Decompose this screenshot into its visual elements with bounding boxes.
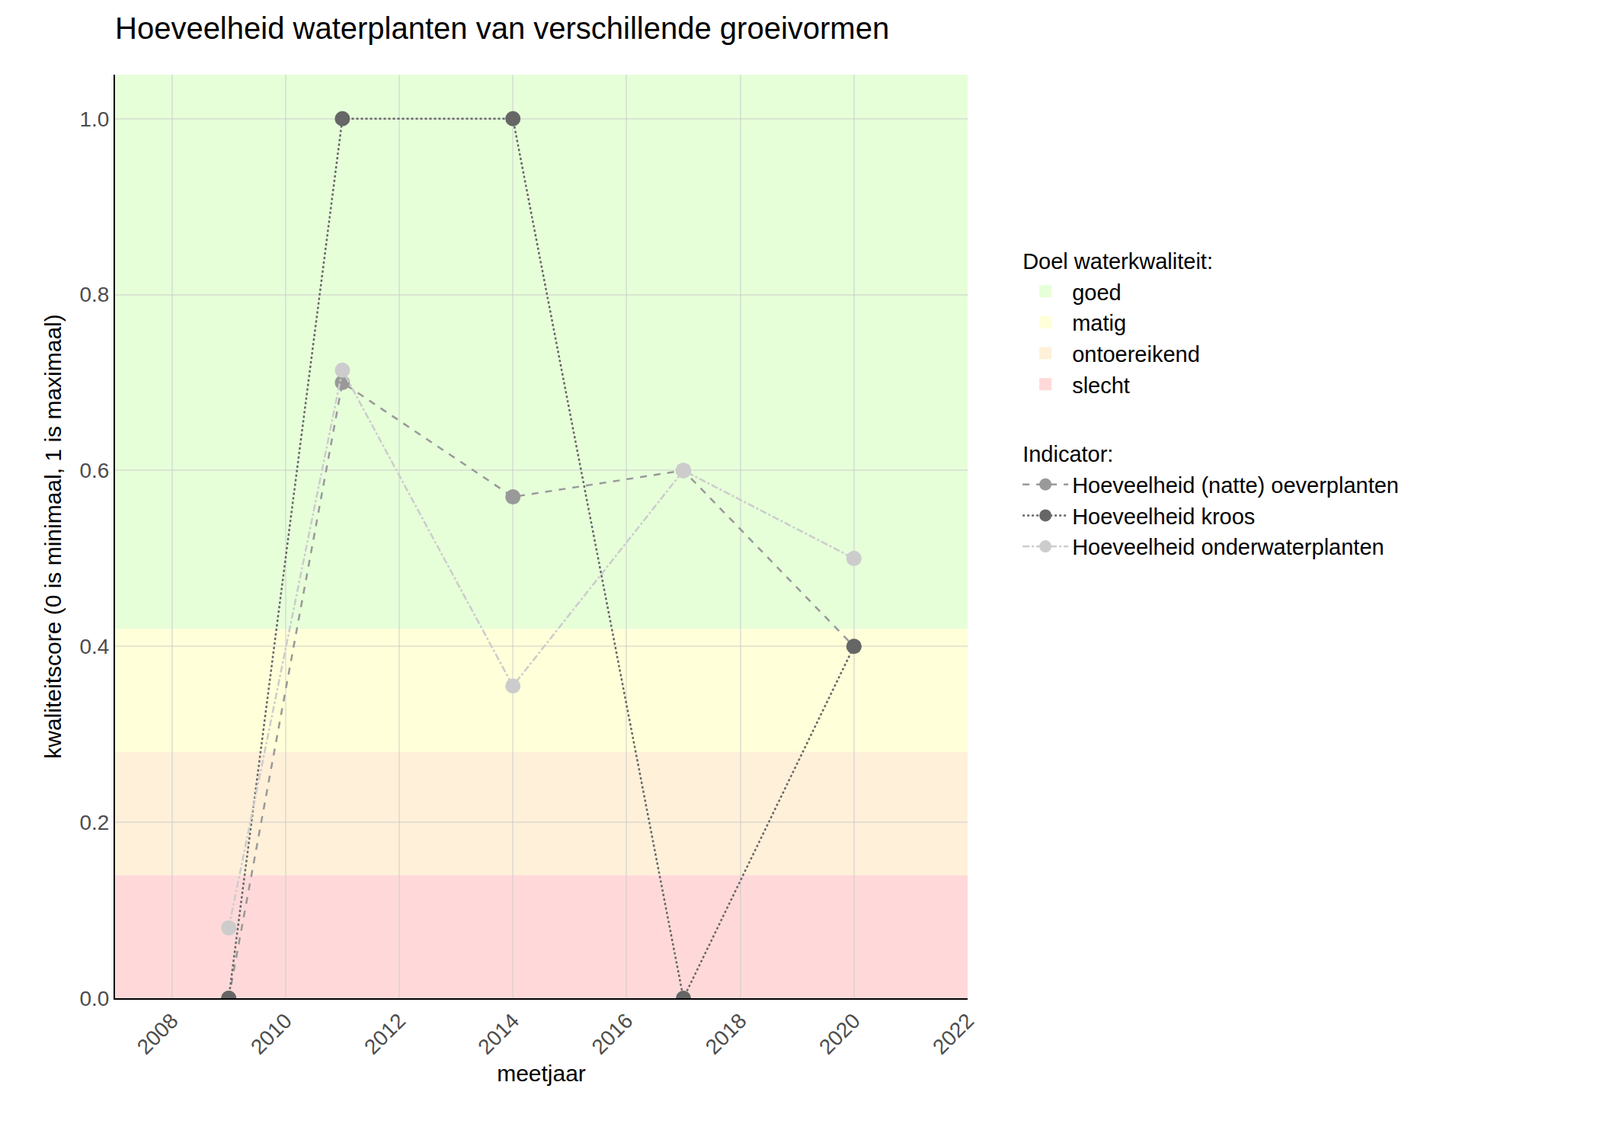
- svg-text:0.8: 0.8: [79, 282, 109, 307]
- svg-text:2018: 2018: [700, 1008, 752, 1060]
- svg-text:0.4: 0.4: [79, 634, 109, 659]
- svg-text:2014: 2014: [473, 1008, 524, 1060]
- svg-text:2016: 2016: [587, 1008, 638, 1060]
- svg-text:0.6: 0.6: [79, 458, 109, 483]
- svg-text:1.0: 1.0: [79, 107, 109, 132]
- svg-text:Doel waterkwaliteit:: Doel waterkwaliteit:: [1022, 249, 1213, 274]
- svg-text:Hoeveelheid onderwaterplanten: Hoeveelheid onderwaterplanten: [1072, 534, 1385, 560]
- svg-text:Hoeveelheid waterplanten van v: Hoeveelheid waterplanten van verschillen…: [115, 11, 890, 45]
- svg-text:meetjaar: meetjaar: [496, 1060, 586, 1086]
- svg-text:ontoereikend: ontoereikend: [1072, 342, 1200, 367]
- svg-text:Hoeveelheid kroos: Hoeveelheid kroos: [1072, 504, 1255, 529]
- svg-text:0.2: 0.2: [79, 810, 109, 835]
- svg-text:goed: goed: [1072, 280, 1122, 305]
- svg-text:2008: 2008: [132, 1008, 183, 1060]
- svg-text:Hoeveelheid (natte) oeverplant: Hoeveelheid (natte) oeverplanten: [1072, 473, 1399, 498]
- svg-text:Indicator:: Indicator:: [1022, 441, 1114, 467]
- svg-text:slecht: slecht: [1072, 373, 1130, 398]
- svg-text:2020: 2020: [814, 1008, 865, 1060]
- svg-text:2010: 2010: [246, 1008, 297, 1060]
- svg-text:matig: matig: [1072, 310, 1127, 336]
- svg-text:2022: 2022: [928, 1008, 979, 1060]
- svg-text:kwaliteitscore (0 is minimaal,: kwaliteitscore (0 is minimaal, 1 is maxi…: [40, 313, 66, 759]
- svg-text:2012: 2012: [359, 1008, 410, 1060]
- svg-text:0.0: 0.0: [79, 986, 109, 1011]
